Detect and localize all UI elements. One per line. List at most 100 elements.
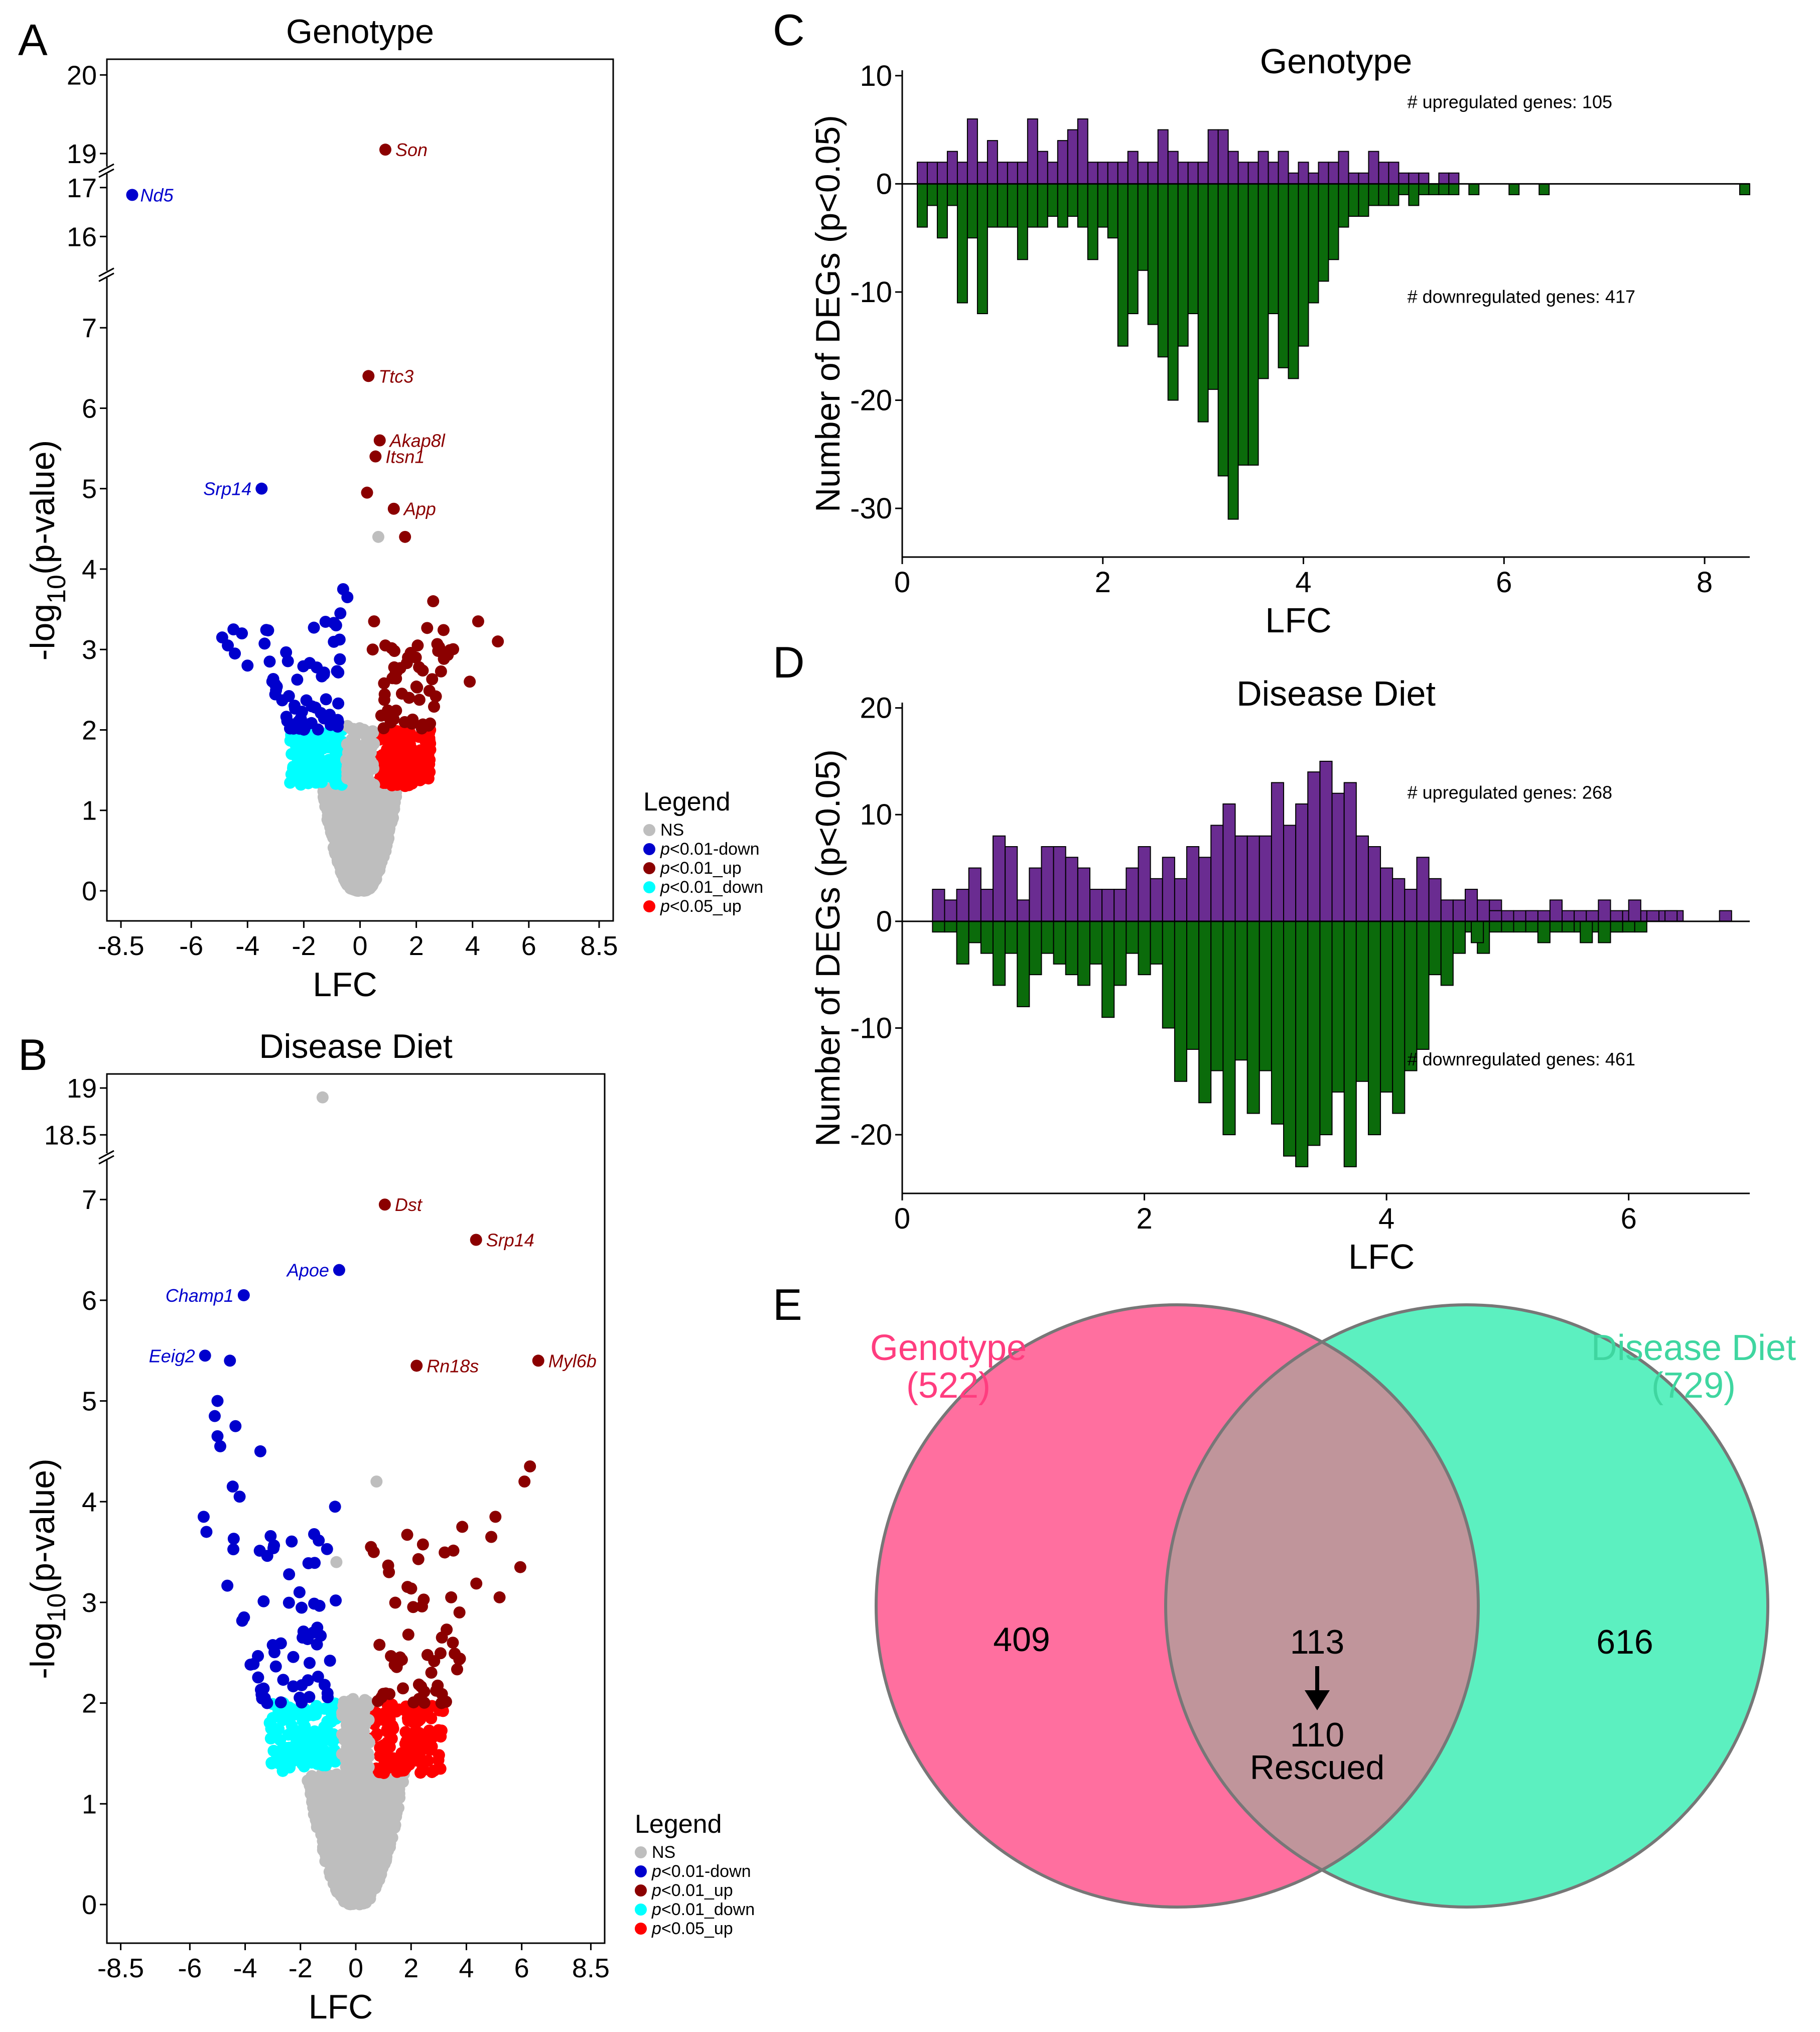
panel-letter: A — [18, 15, 48, 65]
data-point — [337, 788, 350, 800]
histogram-bar-up — [1246, 835, 1260, 922]
data-point — [357, 746, 369, 758]
data-point — [485, 1531, 498, 1543]
data-point — [350, 825, 363, 837]
panel-a-volcano-genotype: 0 1 2 3 4 5 6 7 16 17 19 20 -8.5 -6 -4 -2 0 2 4 6 8.5 Nd5 Son T… — [18, 13, 763, 1004]
histogram-bar-down — [1468, 183, 1480, 195]
histogram-bar-up — [1392, 878, 1406, 922]
histogram-bar-down — [1268, 183, 1279, 314]
data-point — [355, 847, 368, 860]
data-point — [403, 692, 415, 704]
histogram-bar-up — [976, 162, 988, 185]
histogram-bar-up — [1586, 910, 1599, 922]
y-tick-label: 0 — [82, 876, 97, 906]
histogram-bar-up — [1005, 846, 1018, 922]
histogram-bar-up — [992, 835, 1006, 922]
histogram-bar-up — [1380, 867, 1393, 922]
histogram-bar-down — [1538, 183, 1550, 195]
legend-marker — [643, 881, 655, 893]
histogram-bar-down — [1222, 920, 1236, 1136]
histogram-bar-up — [1186, 846, 1200, 922]
y-tick-label: 20 — [67, 60, 97, 90]
histogram-bar-down — [1186, 920, 1200, 1050]
data-point — [320, 693, 332, 706]
x-tick-label: -6 — [179, 931, 203, 961]
data-point — [324, 1655, 336, 1667]
histogram-bar-up — [1101, 889, 1115, 922]
histogram-bar-down — [1428, 920, 1442, 976]
x-tick-label: 0 — [894, 1202, 910, 1235]
y-tick-label: -10 — [850, 276, 892, 309]
histogram-bar-down — [1392, 920, 1406, 1114]
histogram-bar-down — [1247, 183, 1259, 466]
data-point — [372, 1873, 384, 1886]
data-point — [406, 777, 418, 790]
histogram-bar-up — [1525, 910, 1538, 922]
data-point — [312, 1670, 324, 1683]
data-point — [401, 1529, 413, 1541]
data-point — [313, 1599, 326, 1612]
data-point — [409, 651, 422, 664]
data-point — [373, 1639, 386, 1651]
histogram-bar-down — [1319, 920, 1333, 1136]
labeled-data-point — [255, 482, 268, 495]
data-point — [464, 675, 476, 688]
data-point — [356, 1870, 368, 1883]
histogram-bar-down — [1207, 183, 1219, 390]
data-point — [343, 1833, 356, 1846]
histogram-bar-down — [1113, 920, 1127, 986]
histogram-bar-down — [1513, 920, 1526, 933]
data-point — [370, 849, 382, 862]
histogram-bar-down — [1452, 920, 1466, 954]
data-point — [293, 1586, 306, 1598]
legend-label-prefix: p — [660, 878, 670, 897]
data-point — [288, 1745, 300, 1758]
data-point — [346, 794, 359, 806]
data-point — [423, 1724, 436, 1737]
data-point — [421, 746, 433, 758]
histogram-bar-up — [1664, 910, 1678, 922]
data-point — [233, 1491, 246, 1503]
labeled-data-point — [379, 144, 391, 156]
histogram-bar-up — [1077, 867, 1090, 922]
histogram-bar-up — [1113, 889, 1127, 922]
x-tick-label: -2 — [292, 931, 316, 961]
legend-marker — [635, 1904, 647, 1916]
histogram-bar-down — [987, 183, 998, 228]
data-point — [211, 1395, 224, 1407]
data-point — [313, 1534, 325, 1547]
data-point — [309, 701, 322, 714]
histogram-bar-down — [1448, 183, 1460, 195]
data-point — [437, 624, 450, 636]
data-point — [367, 1819, 380, 1832]
legend-label-prefix: p — [660, 840, 670, 859]
x-tick-label: 2 — [409, 931, 424, 961]
histogram-bar-up — [1258, 835, 1272, 922]
x-tick-label: 4 — [465, 931, 480, 961]
histogram-bar-up — [1057, 140, 1068, 185]
data-point — [305, 1783, 317, 1795]
data-point — [329, 1501, 341, 1513]
histogram-bar-down — [1367, 920, 1381, 1136]
data-point — [324, 719, 337, 731]
histogram-bar-up — [1513, 910, 1526, 922]
histogram-bar-down — [1501, 920, 1514, 933]
histogram-bar-down — [1537, 920, 1551, 943]
data-point — [362, 1809, 374, 1822]
data-point — [283, 1568, 296, 1580]
data-point — [287, 1680, 300, 1693]
data-point — [399, 1726, 412, 1738]
histogram-bar-down — [1348, 183, 1359, 217]
histogram-bar-up — [966, 118, 978, 185]
panel-c-histogram-genotype: 10 0 -10 -20 -30 0 2 4 6 8 Genotype LFC Number of DE… — [773, 5, 1750, 640]
data-point — [308, 1796, 321, 1809]
data-point — [387, 748, 399, 761]
data-point — [328, 735, 340, 747]
histogram-bar-down — [1283, 920, 1297, 1157]
data-point — [197, 1511, 210, 1523]
data-point — [453, 1653, 466, 1666]
histogram-bar-up — [1107, 162, 1118, 185]
y-tick-label: 18.5 — [44, 1120, 97, 1150]
labeled-data-point — [237, 1289, 250, 1301]
data-point — [241, 659, 254, 672]
